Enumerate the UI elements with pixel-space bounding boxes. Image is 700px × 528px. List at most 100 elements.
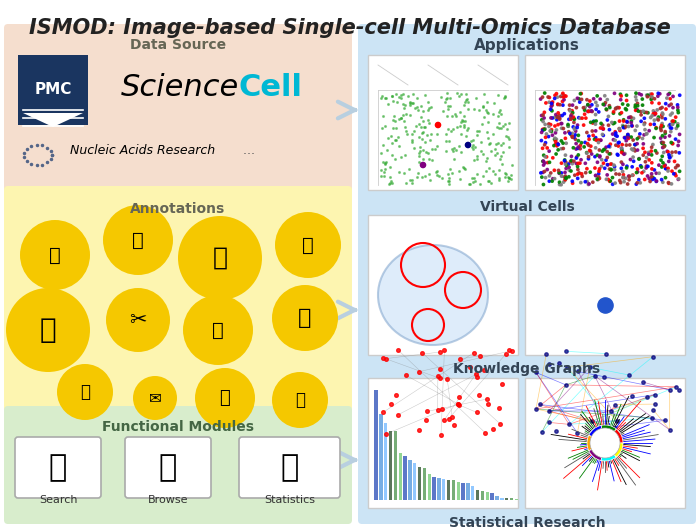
Point: [427, 156, 438, 164]
Point: [610, 131, 621, 139]
Point: [584, 107, 595, 116]
Point: [407, 98, 419, 107]
Point: [444, 102, 455, 110]
Point: [591, 117, 602, 125]
Point: [402, 92, 414, 101]
Point: [671, 383, 682, 391]
Point: [471, 170, 482, 178]
Point: [672, 121, 683, 130]
Point: [622, 132, 633, 140]
Bar: [403, 456, 407, 500]
Point: [559, 91, 570, 100]
Text: Nucleic Acids Research: Nucleic Acids Research: [70, 144, 215, 156]
Point: [577, 114, 588, 122]
Point: [483, 400, 494, 409]
Point: [432, 406, 443, 414]
Point: [475, 352, 486, 360]
Bar: [384, 423, 387, 500]
Bar: [389, 431, 392, 500]
Point: [639, 119, 650, 127]
Point: [625, 113, 636, 121]
Point: [542, 165, 553, 174]
Point: [624, 140, 636, 149]
Point: [543, 360, 554, 368]
Point: [560, 175, 571, 184]
Point: [582, 139, 593, 148]
Point: [383, 100, 394, 108]
Point: [443, 125, 454, 133]
Point: [657, 152, 668, 161]
Point: [561, 363, 573, 372]
Point: [662, 164, 673, 173]
Point: [557, 139, 568, 147]
Point: [494, 174, 505, 182]
Point: [393, 411, 404, 419]
Point: [655, 156, 666, 164]
Point: [600, 350, 611, 358]
Point: [580, 177, 591, 186]
Point: [470, 94, 482, 102]
Point: [602, 96, 613, 104]
Point: [468, 156, 480, 164]
Point: [646, 93, 657, 101]
Point: [447, 169, 458, 177]
Point: [421, 407, 433, 416]
Point: [621, 137, 632, 145]
Point: [381, 158, 392, 166]
Point: [662, 147, 673, 156]
Point: [482, 134, 493, 142]
Point: [572, 170, 583, 178]
Point: [659, 115, 671, 123]
Point: [537, 93, 548, 101]
Point: [610, 105, 621, 113]
Point: [595, 124, 606, 132]
Bar: [452, 480, 455, 500]
Point: [418, 107, 429, 115]
Point: [379, 122, 391, 130]
Point: [556, 172, 567, 180]
FancyBboxPatch shape: [18, 55, 88, 125]
Point: [559, 96, 570, 104]
Point: [667, 139, 678, 148]
Ellipse shape: [378, 245, 488, 345]
Point: [618, 116, 629, 124]
Point: [496, 160, 507, 168]
Point: [643, 127, 655, 135]
Point: [543, 147, 554, 155]
Point: [646, 165, 657, 173]
Point: [405, 98, 416, 106]
Point: [375, 148, 386, 157]
Point: [556, 111, 568, 120]
Point: [377, 408, 388, 417]
Point: [404, 111, 415, 119]
Point: [421, 148, 432, 157]
Point: [537, 126, 548, 135]
Circle shape: [6, 288, 90, 372]
Point: [575, 90, 586, 98]
Point: [393, 133, 404, 141]
Point: [664, 154, 676, 162]
Point: [652, 115, 663, 123]
Point: [450, 111, 461, 120]
Point: [547, 99, 558, 107]
Point: [477, 103, 488, 111]
Point: [488, 110, 499, 118]
Point: [587, 127, 598, 135]
Point: [552, 113, 563, 121]
Point: [452, 122, 463, 131]
Point: [487, 167, 498, 175]
Point: [561, 174, 572, 183]
Point: [536, 168, 547, 177]
Point: [379, 168, 390, 176]
Point: [589, 153, 601, 161]
Point: [560, 158, 571, 166]
Point: [585, 107, 596, 116]
Point: [552, 93, 563, 101]
Point: [549, 166, 560, 174]
Point: [569, 124, 580, 132]
Point: [632, 101, 643, 110]
Point: [665, 127, 676, 136]
Point: [572, 124, 583, 132]
Point: [541, 130, 552, 138]
Point: [603, 112, 614, 120]
